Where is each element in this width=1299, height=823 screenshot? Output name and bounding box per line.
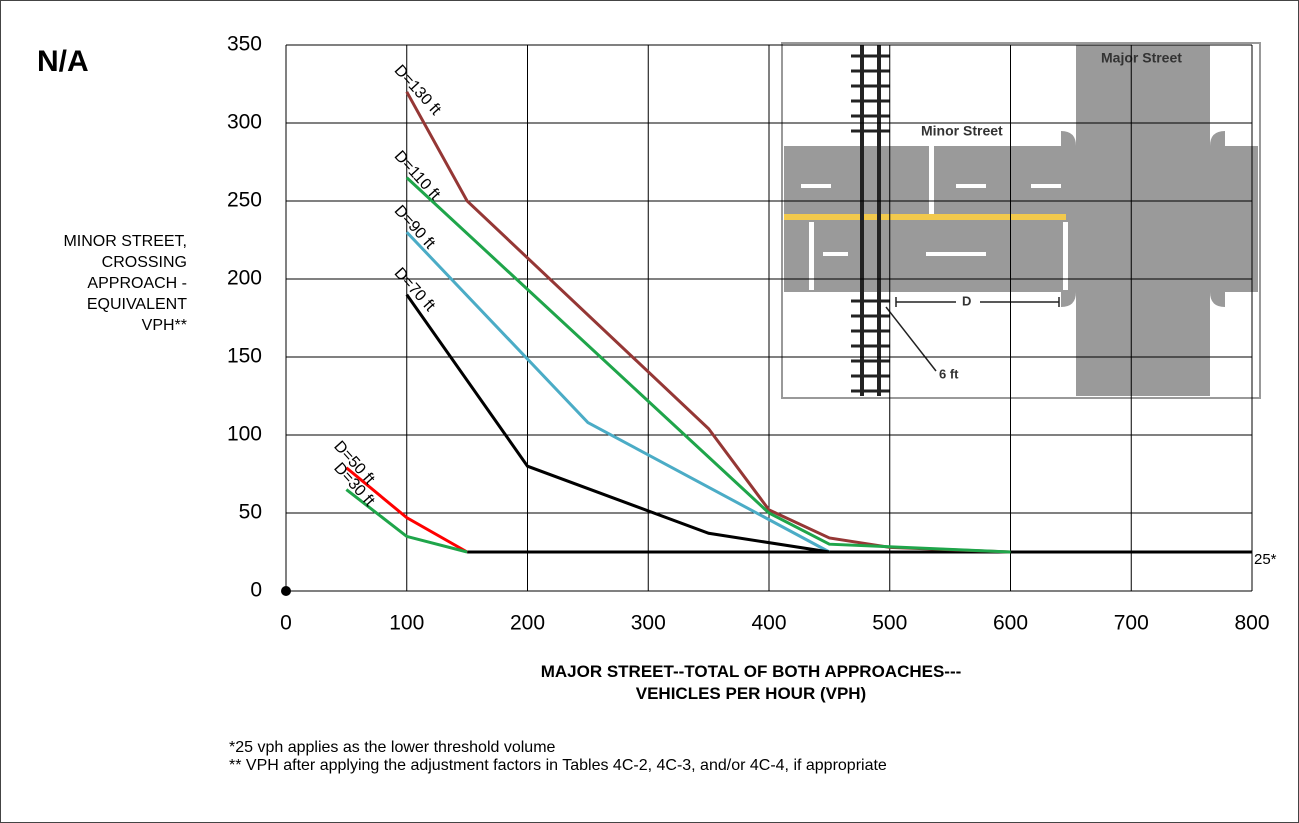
series-label: D=110 ft (391, 148, 444, 204)
inset-label: D (962, 293, 971, 308)
y-tick-label: 200 (227, 267, 262, 290)
x-tick-label: 400 (751, 612, 786, 635)
y-tick-label: 100 (227, 423, 262, 446)
note: *25 vph applies as the lower threshold v… (229, 739, 556, 756)
x-tick-label: 600 (993, 612, 1028, 635)
inset-label: Minor Street (921, 123, 1003, 139)
y-tick-label: 350 (227, 33, 262, 56)
x-axis-label: MAJOR STREET--TOTAL OF BOTH APPROACHES--… (540, 662, 962, 703)
x-tick-label: 300 (631, 612, 666, 635)
x-tick-label: 0 (280, 612, 292, 635)
series-line (345, 488, 468, 554)
x-tick-label: 800 (1234, 612, 1269, 635)
y-tick-label: 300 (227, 111, 262, 134)
y-tick-label: 150 (227, 345, 262, 368)
x-tick-label: 700 (1114, 612, 1149, 635)
x-tick-label: 100 (389, 612, 424, 635)
y-tick-label: 250 (227, 189, 262, 212)
origin-point (281, 586, 291, 596)
x-tick-label: 200 (510, 612, 545, 635)
series-line (405, 176, 1011, 554)
x-tick-label: 500 (872, 612, 907, 635)
y-tick-label: 50 (239, 501, 262, 524)
y-tick-label: 0 (250, 579, 262, 602)
y-axis-label: MINOR STREET, CROSSING APPROACH - EQUIVA… (63, 233, 187, 334)
inset-label: 6 ft (939, 366, 959, 381)
threshold-label: 25* (1254, 551, 1277, 568)
inset-diagram: Major Street Minor Street D 6 ft (781, 42, 1261, 399)
series-label: D=90 ft (391, 202, 439, 252)
series-line (345, 466, 468, 554)
series-line (405, 293, 830, 554)
corner-label: N/A (37, 45, 89, 78)
note: ** VPH after applying the adjustment fac… (229, 757, 887, 774)
series-line (405, 231, 831, 554)
inset-label: Major Street (1101, 50, 1182, 66)
